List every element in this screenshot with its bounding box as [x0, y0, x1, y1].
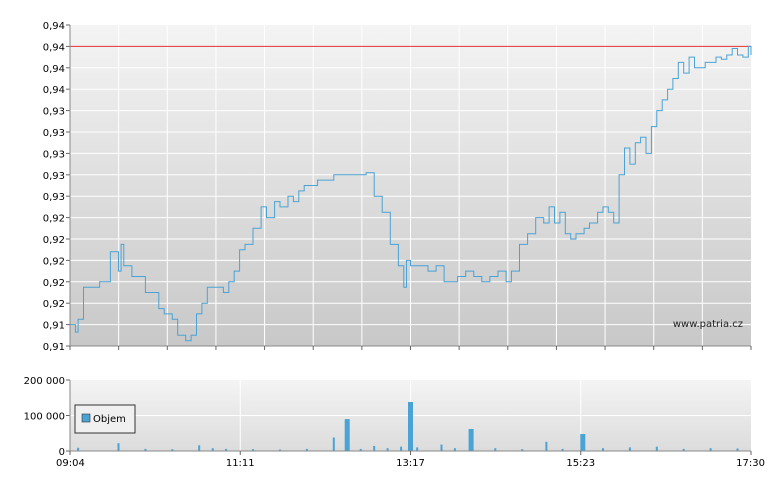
price-y-tick-label: 0,94 — [43, 42, 65, 53]
volume-bar — [225, 448, 228, 451]
volume-bar — [252, 449, 254, 451]
volume-bar — [655, 446, 658, 451]
price-y-tick-label: 0,92 — [43, 214, 65, 225]
x-tick-label: 17:30 — [736, 458, 765, 469]
volume-x-axis: 09:04 11:11 13:17 15:23 17:30 — [56, 451, 765, 469]
volume-bar — [359, 448, 362, 451]
price-y-tick-label: 0,94 — [43, 64, 65, 75]
price-y-tick-label: 0,93 — [43, 149, 65, 160]
legend-swatch — [81, 413, 91, 423]
volume-bar — [628, 447, 631, 451]
volume-bar — [400, 446, 403, 451]
volume-bars — [77, 402, 739, 451]
volume-y-axis: 200 000 100 000 0 — [24, 376, 70, 458]
price-y-tick-label: 0,93 — [43, 128, 65, 139]
volume-bar — [344, 419, 350, 451]
volume-bar — [453, 448, 456, 451]
volume-bar — [580, 434, 586, 451]
price-y-tick-label: 0,92 — [43, 278, 65, 289]
price-panel: 0,94 0,94 0,94 0,94 0,93 0,93 0,93 0,93 0,93 0,92… — [43, 21, 752, 353]
volume-bar — [494, 448, 497, 451]
volume-y-tick-label: 0 — [59, 447, 65, 458]
legend-entry-label: Objem — [93, 414, 126, 425]
price-y-tick-label: 0,93 — [43, 107, 65, 118]
volume-bar — [602, 448, 604, 451]
volume-bar — [468, 429, 474, 451]
volume-bar — [279, 449, 281, 451]
volume-bar — [211, 448, 214, 451]
volume-bar — [77, 447, 80, 451]
volume-y-tick-label: 100 000 — [24, 412, 65, 423]
price-y-tick-label: 0,91 — [43, 321, 65, 332]
volume-legend: Objem — [74, 404, 136, 434]
volume-bar — [332, 437, 335, 451]
price-y-axis: 0,94 0,94 0,94 0,94 0,93 0,93 0,93 0,93 0,93 0,92… — [43, 21, 70, 353]
volume-bar — [198, 445, 201, 451]
volume-bar — [545, 441, 548, 451]
price-y-tick-label: 0,94 — [43, 21, 65, 32]
volume-bar — [386, 448, 389, 451]
price-y-tick-label: 0,92 — [43, 235, 65, 246]
volume-bar — [561, 448, 564, 451]
price-y-tick-label: 0,92 — [43, 299, 65, 310]
volume-bar — [682, 448, 685, 451]
watermark: www.patria.cz — [673, 319, 743, 330]
x-tick-label: 13:17 — [396, 458, 425, 469]
price-y-tick-label: 0,94 — [43, 85, 65, 96]
volume-bar — [117, 443, 120, 451]
price-x-ticks — [69, 346, 752, 350]
x-tick-label: 15:23 — [566, 458, 595, 469]
x-tick-label: 11:11 — [226, 458, 255, 469]
volume-bar — [736, 448, 739, 451]
volume-bar — [709, 448, 712, 451]
x-tick-label: 09:04 — [56, 458, 85, 469]
volume-bar — [521, 449, 524, 451]
volume-bar — [144, 448, 147, 451]
volume-bar — [416, 447, 419, 451]
volume-bar — [408, 402, 413, 451]
volume-bar — [171, 449, 174, 451]
volume-panel: 200 000 100 000 0 09:04 11:11 13:17 15:23 17:3… — [24, 376, 765, 469]
price-y-tick-label: 0,92 — [43, 256, 65, 267]
price-y-tick-label: 0,93 — [43, 192, 65, 203]
volume-bar — [373, 446, 376, 451]
price-series-line — [70, 45, 752, 342]
volume-bar — [305, 448, 308, 451]
price-y-tick-label: 0,91 — [43, 342, 65, 353]
volume-bar — [440, 444, 443, 451]
price-y-tick-label: 0,93 — [43, 171, 65, 182]
volume-y-tick-label: 200 000 — [24, 376, 65, 387]
